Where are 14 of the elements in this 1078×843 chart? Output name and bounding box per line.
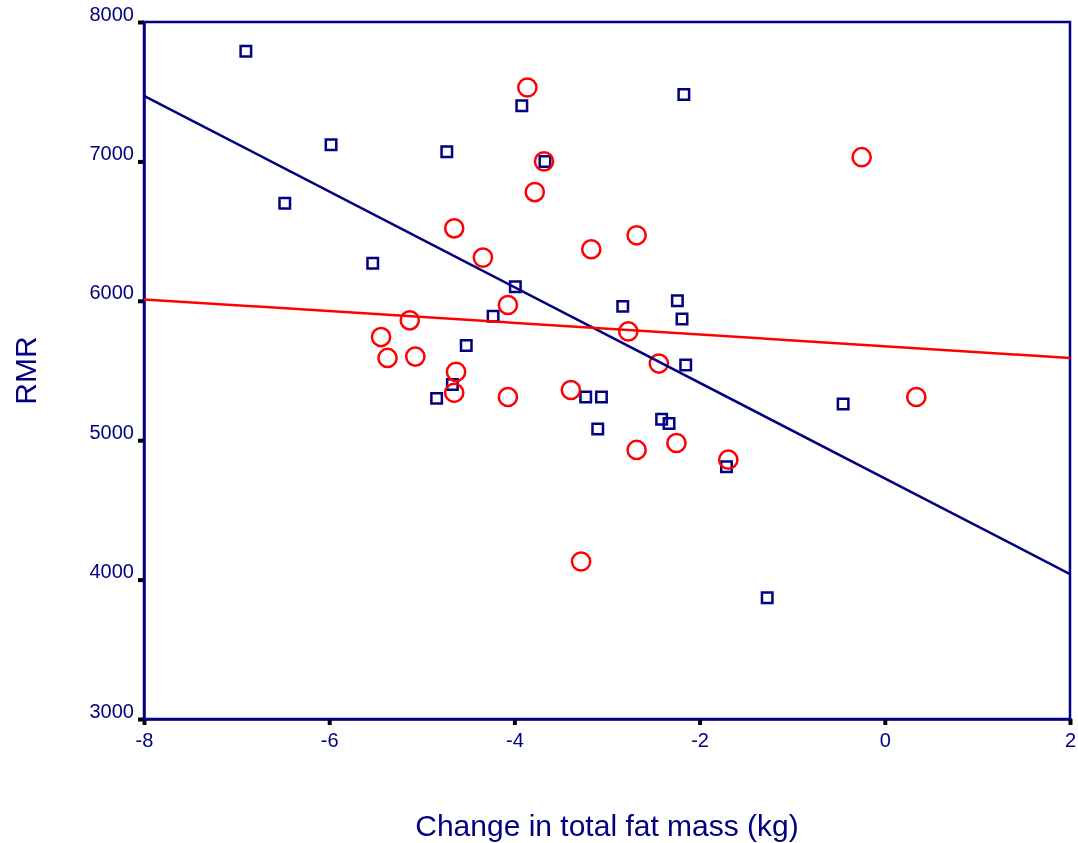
x-tick-label: -6 (320, 729, 339, 752)
y-tick-label: 6000 (89, 281, 134, 304)
x-axis-title: Change in total fat mass (kg) (415, 809, 799, 842)
y-tick-label: 8000 (89, 2, 134, 25)
y-tick-label: 3000 (89, 699, 134, 722)
x-tick-label: -8 (135, 729, 154, 752)
x-tick-label: 2 (1064, 729, 1077, 752)
y-tick-label: 4000 (89, 560, 134, 583)
y-axis-title: RMR (9, 336, 42, 405)
x-tick-label: -2 (691, 729, 709, 752)
y-tick-label: 7000 (89, 141, 134, 164)
x-tick-label: 0 (879, 729, 891, 752)
x-tick-label: -4 (506, 729, 524, 752)
y-tick-label: 5000 (89, 420, 134, 443)
